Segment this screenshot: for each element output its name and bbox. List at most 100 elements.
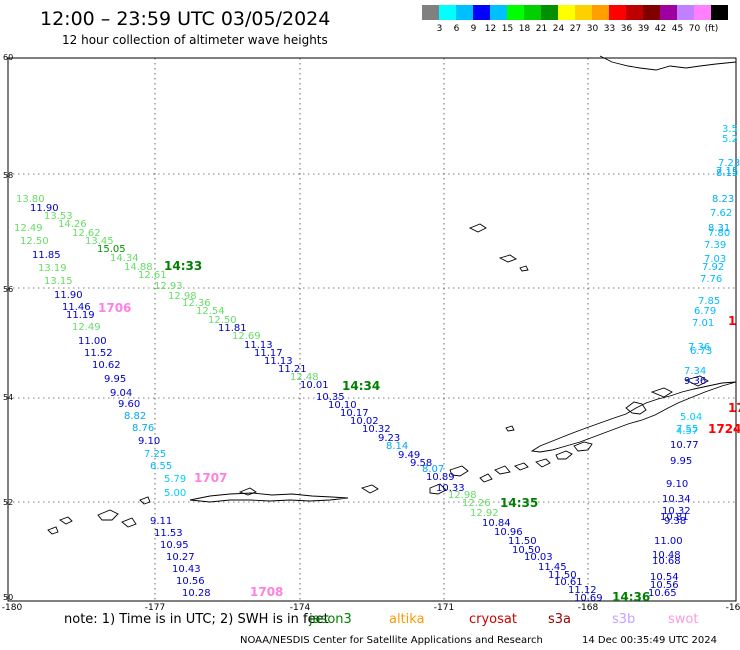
swh-value: 10.02 <box>350 416 379 427</box>
swh-value: 9.58 <box>410 458 432 469</box>
swh-value: 11.52 <box>84 348 113 359</box>
swh-value: 7.62 <box>710 208 732 219</box>
swh-value: 11.17 <box>254 348 283 359</box>
scale-label: 45 <box>671 24 684 34</box>
swh-value: 11.85 <box>32 250 61 261</box>
generated-timestamp: 14 Dec 00:35:49 UTC 2024 <box>582 635 717 646</box>
satellite-cryosat: cryosat <box>469 612 517 627</box>
swh-value: 12.61 <box>138 270 167 281</box>
swh-value: 14.26 <box>58 219 87 230</box>
swh-value: 7.03 <box>704 254 726 265</box>
swh-value: 11.50 <box>508 536 537 547</box>
swh-value: 9.23 <box>378 433 400 444</box>
swh-value: 10.65 <box>648 588 677 599</box>
pass-time-marker: 14:33 <box>164 259 202 273</box>
pass-time-marker: 14:35 <box>500 496 538 510</box>
lon-label: -177 <box>145 603 165 613</box>
swh-value: 10.34 <box>662 494 691 505</box>
lat-label: 52 <box>3 498 13 507</box>
swh-value: 9.10 <box>138 436 160 447</box>
swh-value: 12.69 <box>232 331 261 342</box>
swh-value: 9.60 <box>118 399 140 410</box>
swh-value: 10.35 <box>316 392 345 403</box>
scale-swatch <box>524 5 541 20</box>
swh-value: 8.07 <box>422 464 444 475</box>
swh-value: 10.10 <box>328 400 357 411</box>
swh-value: 7.34 <box>684 366 706 377</box>
scale-swatch <box>439 5 456 20</box>
coastline <box>47 55 737 535</box>
pass-time-marker: 1706 <box>98 301 131 315</box>
scale-swatch <box>473 5 490 20</box>
scale-swatch <box>558 5 575 20</box>
swh-value: 13.80 <box>16 194 45 205</box>
scale-label: 36 <box>620 24 633 34</box>
swh-value: 5.00 <box>164 488 186 499</box>
footnote: note: 1) Time is in UTC; 2) SWH is in fe… <box>64 612 329 627</box>
swh-value: 7.39 <box>704 240 726 251</box>
swh-value: 11.90 <box>54 290 83 301</box>
swh-value: 11.53 <box>154 528 183 539</box>
swh-value: 11.12 <box>568 585 597 596</box>
swh-value: 8.15 <box>716 168 738 179</box>
swh-value: 10.27 <box>166 552 195 563</box>
swh-value: 11.13 <box>244 340 273 351</box>
swh-value: 10.69 <box>574 593 603 604</box>
swh-value: 10.81 <box>660 512 689 523</box>
scale-swatch <box>677 5 694 20</box>
swh-value: 12.98 <box>168 291 197 302</box>
map-title: 12:00 – 23:59 UTC 03/05/2024 <box>40 8 331 30</box>
satellite-s3a: s3a <box>548 612 572 627</box>
scale-label: 15 <box>501 24 514 34</box>
satellite-altika: altika <box>389 612 425 627</box>
latitude-labels: 60 58 56 54 52 50 <box>3 53 13 602</box>
swh-value: 8.14 <box>386 441 408 452</box>
swh-value: 14.88 <box>124 262 153 273</box>
swh-value: 7.36 <box>688 342 710 353</box>
map-subtitle: 12 hour collection of altimeter wave hei… <box>62 33 328 47</box>
swh-value: 7.25 <box>144 449 166 460</box>
swh-value: 8.31 <box>708 223 730 234</box>
satellite-swot: swot <box>668 612 699 627</box>
swh-value: 11.90 <box>30 203 59 214</box>
swh-value: 10.56 <box>176 576 205 587</box>
swh-value: 11.50 <box>548 570 577 581</box>
lon-label: -180 <box>2 603 23 613</box>
swh-value: 10.32 <box>662 506 691 517</box>
scale-label: 30 <box>586 24 599 34</box>
swh-value: 10.89 <box>426 472 455 483</box>
swh-value: 3.5 <box>722 124 738 135</box>
swh-value: 11.19 <box>66 310 95 321</box>
longitude-labels: -180 -177 -174 -171 -168 -16 <box>2 603 740 613</box>
scale-label: 12 <box>484 24 497 34</box>
swh-value: 12.49 <box>72 322 101 333</box>
scale-swatch <box>507 5 524 20</box>
swh-value: 10.96 <box>494 527 523 538</box>
scale-label: 39 <box>637 24 650 34</box>
swh-value: 13.15 <box>44 276 73 287</box>
satellite-s3b: s3b <box>612 612 636 627</box>
swh-value: 9.04 <box>110 388 132 399</box>
swh-value: 9.95 <box>104 374 126 385</box>
swh-value: 12.98 <box>448 490 477 501</box>
pass-time-marker: 14:34 <box>342 379 380 393</box>
scale-swatch <box>490 5 507 20</box>
swh-value: 6.55 <box>150 461 172 472</box>
swh-value: 10.77 <box>670 440 699 451</box>
swh-value: 9.11 <box>150 516 172 527</box>
swh-value: 9.36 <box>684 376 706 387</box>
scale-label: 27 <box>569 24 582 34</box>
swh-value: 10.48 <box>652 550 681 561</box>
lat-label: 56 <box>3 285 13 294</box>
scale-swatch <box>609 5 626 20</box>
swh-value: 9.95 <box>670 456 692 467</box>
scale-label: 70 <box>688 24 701 34</box>
scale-label: 9 <box>470 24 477 34</box>
lon-label: -16 <box>726 603 740 613</box>
scale-swatch <box>592 5 609 20</box>
scale-swatch <box>711 5 728 20</box>
lat-label: 60 <box>3 53 13 62</box>
swh-value: 14.34 <box>110 253 139 264</box>
swh-value: 11.45 <box>538 562 567 573</box>
swh-value: 10.95 <box>160 540 189 551</box>
